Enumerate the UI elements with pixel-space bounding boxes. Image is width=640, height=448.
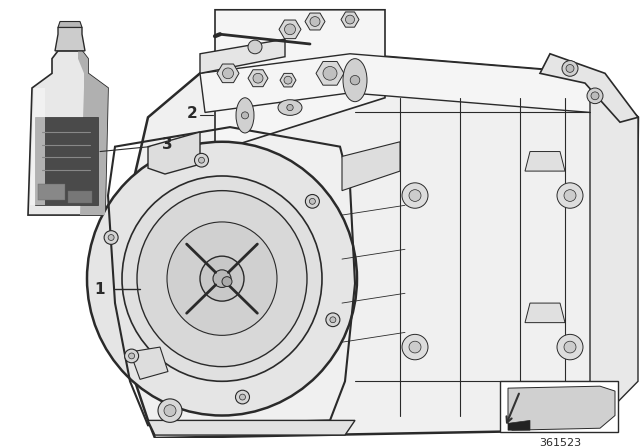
Polygon shape <box>508 386 615 430</box>
Polygon shape <box>316 61 344 85</box>
Polygon shape <box>55 27 85 51</box>
Circle shape <box>284 76 292 84</box>
Ellipse shape <box>222 277 232 286</box>
Circle shape <box>287 104 293 111</box>
Text: 2: 2 <box>188 106 198 121</box>
Circle shape <box>108 235 114 241</box>
Polygon shape <box>279 20 301 39</box>
Circle shape <box>198 157 205 163</box>
Text: 1: 1 <box>95 282 105 297</box>
Ellipse shape <box>343 59 367 102</box>
Circle shape <box>562 60 578 76</box>
Polygon shape <box>525 151 565 171</box>
Circle shape <box>305 194 319 208</box>
Polygon shape <box>525 303 565 323</box>
Circle shape <box>104 231 118 244</box>
Polygon shape <box>248 70 268 86</box>
Polygon shape <box>342 142 400 191</box>
Circle shape <box>253 73 263 83</box>
Circle shape <box>587 88 603 103</box>
Polygon shape <box>148 132 200 174</box>
Polygon shape <box>200 39 285 73</box>
Polygon shape <box>200 54 638 117</box>
Circle shape <box>409 190 421 202</box>
Circle shape <box>409 341 421 353</box>
Circle shape <box>310 17 320 26</box>
Polygon shape <box>215 10 385 151</box>
Polygon shape <box>68 191 92 203</box>
Circle shape <box>346 15 355 24</box>
Ellipse shape <box>87 142 357 415</box>
Text: 3: 3 <box>162 137 173 152</box>
Circle shape <box>164 405 176 417</box>
Circle shape <box>241 112 248 119</box>
Ellipse shape <box>200 256 244 301</box>
Ellipse shape <box>167 222 277 336</box>
Polygon shape <box>58 22 82 27</box>
Circle shape <box>564 341 576 353</box>
Circle shape <box>564 190 576 202</box>
Polygon shape <box>28 51 108 215</box>
Ellipse shape <box>137 191 307 366</box>
Polygon shape <box>30 88 45 205</box>
Circle shape <box>350 75 360 85</box>
Circle shape <box>326 313 340 327</box>
Circle shape <box>402 183 428 208</box>
Circle shape <box>285 24 296 34</box>
Circle shape <box>402 334 428 360</box>
Circle shape <box>323 66 337 80</box>
Circle shape <box>309 198 316 204</box>
Circle shape <box>195 153 209 167</box>
Circle shape <box>125 349 139 363</box>
Polygon shape <box>35 117 98 205</box>
Circle shape <box>330 317 336 323</box>
Polygon shape <box>217 64 239 82</box>
Circle shape <box>239 394 246 400</box>
FancyBboxPatch shape <box>500 381 618 432</box>
Ellipse shape <box>278 100 302 116</box>
Polygon shape <box>305 13 325 30</box>
Circle shape <box>158 399 182 422</box>
Text: 361523: 361523 <box>539 438 581 448</box>
Circle shape <box>223 68 234 79</box>
Polygon shape <box>130 347 168 379</box>
Ellipse shape <box>236 98 254 133</box>
Circle shape <box>566 65 574 72</box>
Polygon shape <box>540 54 638 122</box>
Circle shape <box>236 390 250 404</box>
Circle shape <box>129 353 134 359</box>
Polygon shape <box>115 54 638 438</box>
Polygon shape <box>78 51 108 215</box>
Polygon shape <box>508 420 530 430</box>
Circle shape <box>591 92 599 100</box>
Ellipse shape <box>213 270 231 288</box>
Circle shape <box>557 334 583 360</box>
Circle shape <box>248 40 262 54</box>
Polygon shape <box>590 73 638 430</box>
Polygon shape <box>280 73 296 87</box>
Ellipse shape <box>122 176 322 381</box>
Polygon shape <box>341 12 359 27</box>
Polygon shape <box>38 184 65 200</box>
Circle shape <box>557 183 583 208</box>
Polygon shape <box>148 420 355 435</box>
